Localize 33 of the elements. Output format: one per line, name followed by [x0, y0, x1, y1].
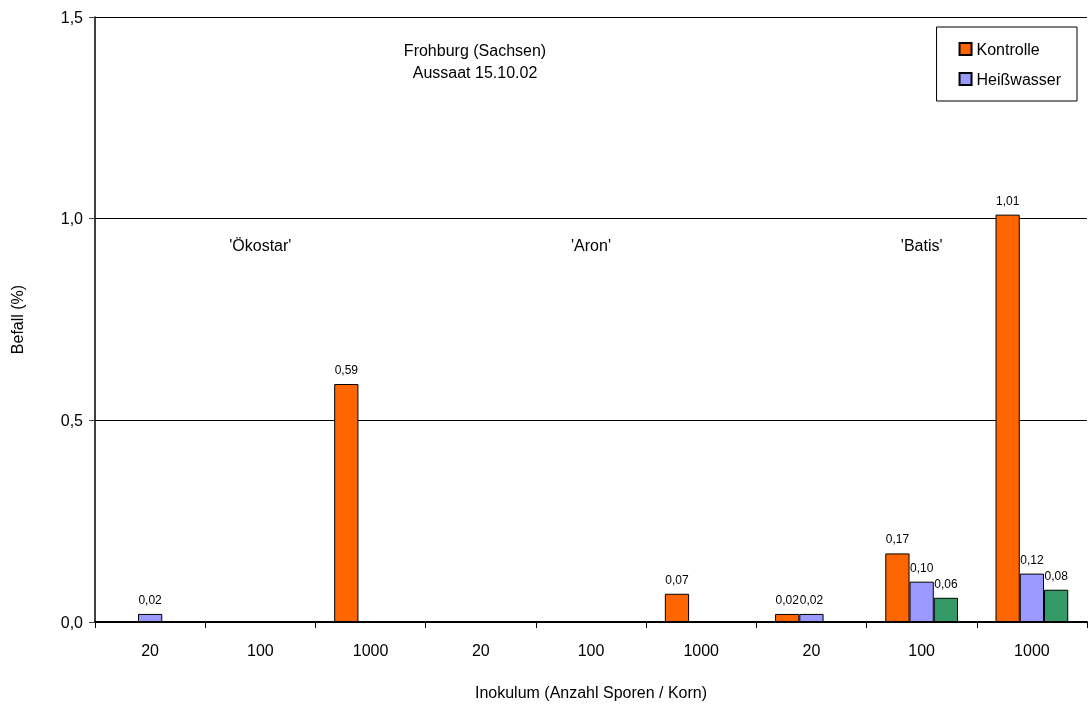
data-label: 0,02	[799, 592, 824, 607]
y-tick-label: 0,0	[60, 613, 84, 631]
data-label: 0,07	[665, 572, 689, 587]
data-label: 0,17	[885, 532, 910, 547]
x-tick-label: 1000	[352, 641, 389, 659]
data-label: 0,10	[909, 560, 934, 575]
y-axis-title: Befall (%)	[8, 284, 26, 355]
y-tick-label: 1,0	[60, 210, 84, 228]
data-label: 1,01	[995, 193, 1020, 208]
data-label: 0,02	[138, 592, 163, 607]
annotation: 'Aron'	[571, 236, 611, 254]
x-tick-label: 100	[908, 641, 936, 659]
data-label: 0,59	[334, 363, 359, 378]
legend-label: Kontrolle	[976, 40, 1040, 58]
y-tick-label: 1,5	[60, 8, 84, 26]
x-tick-label: 100	[577, 641, 605, 659]
text: Aussaat 15.10.02	[412, 63, 538, 81]
annotation: 'Ökostar'	[229, 236, 292, 254]
legend-label: Heißwasser	[976, 70, 1062, 88]
data-label: 0,12	[1020, 552, 1044, 567]
data-label: 0,06	[934, 576, 958, 591]
data-label: 0,02	[775, 592, 800, 607]
x-tick-label: 1000	[683, 641, 720, 659]
y-tick-label: 0,5	[60, 411, 84, 429]
x-tick-label: 1000	[1014, 641, 1050, 659]
x-tick-label: 100	[246, 641, 274, 659]
data-label: 0,08	[1044, 568, 1069, 583]
text: Frohburg (Sachsen)	[403, 41, 547, 59]
x-tick-label: 20	[802, 641, 821, 659]
x-axis-title: Inokulum (Anzahl Sporen / Korn)	[474, 683, 708, 701]
annotation: 'Batis'	[900, 236, 943, 254]
x-tick-label: 20	[141, 641, 160, 659]
x-tick-label: 20	[471, 641, 490, 659]
